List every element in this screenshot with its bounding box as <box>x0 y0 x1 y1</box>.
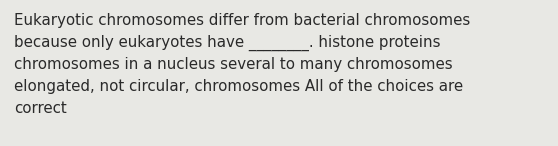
Text: chromosomes in a nucleus several to many chromosomes: chromosomes in a nucleus several to many… <box>14 57 453 72</box>
Text: elongated, not circular, chromosomes All of the choices are: elongated, not circular, chromosomes All… <box>14 79 463 94</box>
Text: Eukaryotic chromosomes differ from bacterial chromosomes: Eukaryotic chromosomes differ from bacte… <box>14 13 470 28</box>
Text: correct: correct <box>14 101 67 116</box>
Text: because only eukaryotes have ________. histone proteins: because only eukaryotes have ________. h… <box>14 35 440 51</box>
